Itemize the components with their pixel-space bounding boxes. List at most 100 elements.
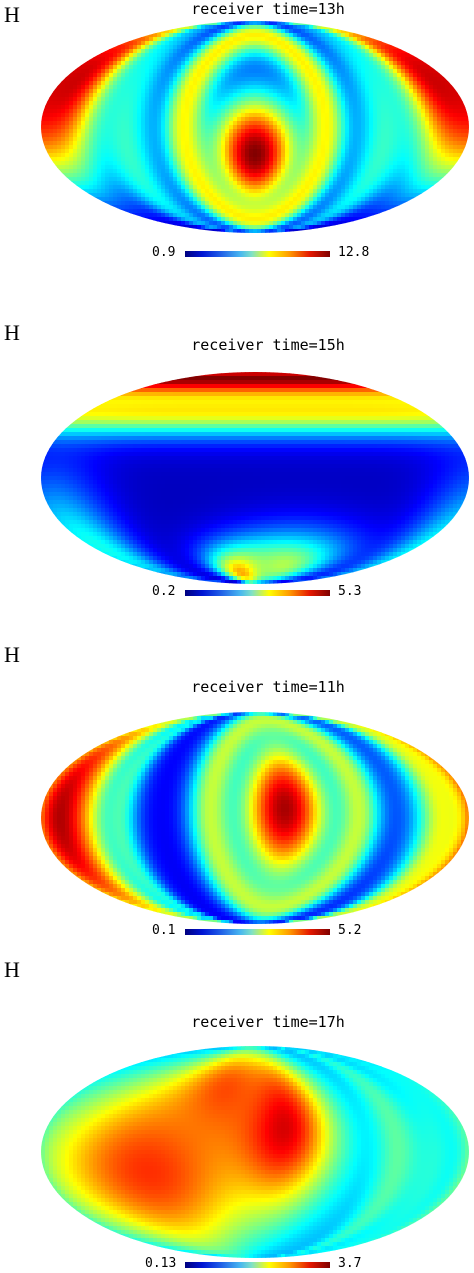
heatmap-cell (377, 37, 382, 42)
heatmap-cell (357, 37, 362, 42)
heatmap-cell (213, 93, 218, 98)
heatmap-cell (233, 93, 238, 98)
heatmap-cell (41, 141, 46, 146)
heatmap-cell (245, 129, 250, 134)
heatmap-cell (77, 185, 82, 190)
heatmap-cell (373, 169, 378, 174)
heatmap-cell (233, 113, 238, 118)
heatmap-cell (305, 380, 310, 385)
heatmap-cell (409, 61, 414, 66)
heatmap-cell (281, 189, 286, 194)
heatmap-cell (325, 380, 330, 385)
heatmap-cell (381, 197, 386, 202)
heatmap-cell (321, 161, 326, 166)
heatmap-cell (297, 113, 302, 118)
heatmap-cell (189, 157, 194, 162)
heatmap-cell (109, 61, 114, 66)
heatmap-cell (401, 85, 406, 90)
heatmap-cell (293, 217, 298, 222)
heatmap-cell (261, 77, 266, 82)
heatmap-cell (289, 129, 294, 134)
heatmap-cell (297, 69, 302, 74)
heatmap-cell (229, 376, 234, 381)
heatmap-cell (185, 145, 190, 150)
heatmap-cell (121, 396, 126, 401)
heatmap-cell (205, 380, 210, 385)
heatmap-cell (265, 101, 270, 106)
heatmap-cell (221, 65, 226, 70)
heatmap-cell (245, 181, 250, 186)
heatmap-cell (73, 181, 78, 186)
heatmap-cell (65, 129, 70, 134)
heatmap-cell (117, 105, 122, 110)
heatmap-cell (353, 113, 358, 118)
heatmap-cell (141, 165, 146, 170)
heatmap-cell (193, 189, 198, 194)
heatmap-cell (249, 37, 254, 42)
heatmap-cell (301, 109, 306, 114)
heatmap-cell (373, 73, 378, 78)
heatmap-cell (137, 109, 142, 114)
heatmap-cell (357, 113, 362, 118)
heatmap-cell (185, 73, 190, 78)
heatmap-cell (273, 77, 278, 82)
heatmap-cell (149, 153, 154, 158)
heatmap-cell (57, 149, 62, 154)
heatmap-cell (397, 101, 402, 106)
heatmap-cell (333, 29, 338, 34)
heatmap-cell (221, 57, 226, 62)
heatmap-cell (373, 89, 378, 94)
heatmap-cell (321, 181, 326, 186)
heatmap-cell (413, 61, 418, 66)
heatmap-cell (185, 57, 190, 62)
heatmap-cell (233, 161, 238, 166)
heatmap-cell (225, 73, 230, 78)
heatmap-cell (265, 53, 270, 58)
heatmap-cell (133, 169, 138, 174)
heatmap-cell (109, 73, 114, 78)
heatmap-cell (373, 189, 378, 194)
heatmap-cell (437, 109, 442, 114)
heatmap-cell (225, 157, 230, 162)
heatmap-cell (189, 85, 194, 90)
heatmap-cell (405, 109, 410, 114)
heatmap-cell (253, 117, 258, 122)
heatmap-cell (145, 37, 150, 42)
heatmap-cell (413, 169, 418, 174)
heatmap-cell (265, 384, 270, 389)
heatmap-cell (141, 209, 146, 214)
heatmap-cell (337, 209, 342, 214)
heatmap-cell (285, 213, 290, 218)
heatmap-cell (157, 141, 162, 146)
heatmap-cell (197, 97, 202, 102)
heatmap-cell (381, 101, 386, 106)
heatmap-cell (45, 109, 50, 114)
heatmap-cell (265, 225, 270, 230)
heatmap-cell (345, 193, 350, 198)
heatmap-cell (81, 149, 86, 154)
heatmap-cell (261, 49, 266, 54)
heatmap-cell (381, 41, 386, 46)
heatmap-cell (397, 81, 402, 86)
heatmap-cell (309, 81, 314, 86)
heatmap-cell (409, 181, 414, 186)
heatmap-cell (381, 129, 386, 134)
heatmap-cell (189, 37, 194, 42)
heatmap-cell (165, 380, 170, 385)
heatmap-cell (349, 380, 354, 385)
heatmap-cell (149, 141, 154, 146)
heatmap-cell (381, 149, 386, 154)
heatmap-cell (137, 185, 142, 190)
heatmap-cell (229, 57, 234, 62)
heatmap-cell (277, 185, 282, 190)
heatmap-cell (229, 93, 234, 98)
heatmap-cell (457, 109, 462, 114)
heatmap-cell (177, 201, 182, 206)
heatmap-cell (305, 376, 310, 381)
heatmap-cell (89, 93, 94, 98)
heatmap-cell (377, 109, 382, 114)
heatmap-cell (281, 157, 286, 162)
heatmap-cell (289, 372, 294, 377)
heatmap-cell (81, 81, 86, 86)
heatmap-cell (105, 185, 110, 190)
